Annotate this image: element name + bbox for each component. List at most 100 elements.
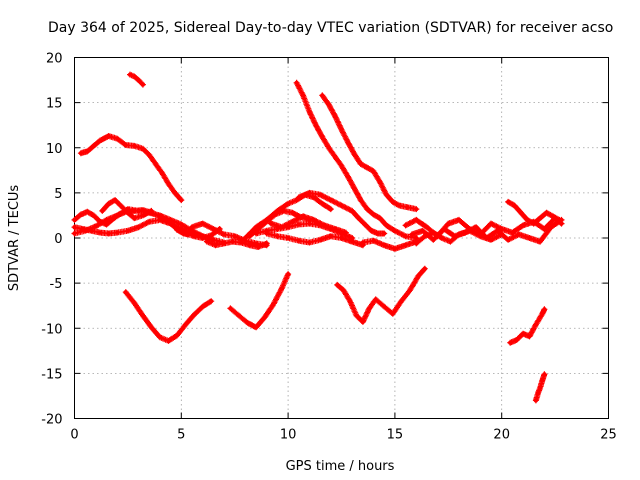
data-point: [262, 315, 267, 320]
data-point: [403, 233, 408, 239]
data-point: [392, 228, 398, 233]
data-point: [473, 224, 479, 230]
data-point: [209, 233, 214, 238]
data-point: [328, 206, 334, 212]
data-point: [127, 72, 133, 77]
data-point: [296, 238, 301, 243]
data-point: [179, 222, 184, 227]
data-point: [431, 237, 436, 243]
data-point: [236, 313, 242, 318]
data-point: [335, 282, 340, 288]
y-tick-label: 0: [54, 232, 62, 247]
data-point: [548, 224, 554, 230]
data-point: [439, 235, 445, 241]
data-point: [174, 333, 180, 338]
data-point: [136, 77, 141, 83]
data-point: [115, 230, 120, 235]
data-point: [510, 230, 515, 235]
data-series: [71, 71, 565, 404]
data-point: [255, 244, 261, 250]
x-tick-label: 5: [177, 428, 185, 443]
data-point: [91, 213, 96, 218]
data-point: [104, 217, 109, 223]
data-point: [204, 239, 210, 244]
data-point: [478, 233, 483, 239]
data-point: [125, 210, 131, 215]
data-point: [270, 302, 276, 307]
data-point: [431, 230, 436, 235]
data-point: [535, 391, 541, 396]
data-point: [232, 233, 237, 239]
data-point: [243, 235, 248, 241]
series-arc15: [263, 230, 366, 249]
data-point: [72, 231, 77, 236]
data-point: [172, 190, 178, 196]
series-arc17: [295, 189, 388, 237]
data-point: [358, 161, 363, 167]
series-arc4: [99, 197, 155, 222]
data-point: [112, 197, 118, 203]
data-point: [416, 273, 421, 279]
data-point: [191, 312, 197, 317]
data-point: [354, 313, 359, 318]
data-point: [467, 228, 472, 233]
data-point: [542, 226, 547, 232]
data-point: [78, 212, 84, 217]
data-point: [211, 226, 216, 232]
data-point: [253, 231, 259, 236]
data-point: [349, 239, 355, 244]
data-point: [279, 224, 284, 230]
data-point: [520, 331, 526, 336]
series-arc16: [268, 213, 349, 236]
data-point: [514, 337, 519, 343]
data-point: [136, 208, 141, 214]
y-tick-label: 10: [46, 142, 63, 157]
data-point: [537, 385, 543, 391]
data-point: [300, 214, 306, 219]
data-point: [140, 146, 146, 151]
data-point: [540, 311, 545, 317]
data-point: [377, 215, 383, 221]
data-point: [85, 149, 90, 154]
data-point: [100, 208, 105, 214]
data-point: [268, 221, 274, 226]
data-point: [339, 235, 344, 241]
data-point: [456, 232, 462, 237]
series-arc11: [227, 271, 292, 331]
data-point: [93, 224, 99, 229]
data-point: [183, 322, 188, 327]
data-point: [106, 201, 111, 206]
series-arc20: [334, 265, 428, 325]
data-point: [446, 221, 451, 226]
data-point: [153, 161, 158, 167]
data-point: [307, 221, 312, 226]
data-point: [285, 201, 291, 206]
data-point: [72, 224, 77, 230]
data-point: [140, 313, 146, 318]
data-point: [520, 223, 526, 228]
data-point: [420, 228, 425, 233]
data-point: [97, 138, 103, 143]
data-point: [516, 232, 521, 237]
data-point: [91, 143, 96, 149]
data-point: [281, 208, 287, 214]
y-tick-label: -10: [41, 322, 62, 337]
y-tick-label: -20: [41, 413, 62, 428]
data-point: [540, 378, 545, 383]
data-point: [123, 142, 128, 148]
data-point: [132, 215, 137, 221]
data-point: [296, 222, 301, 227]
data-point: [317, 237, 323, 243]
data-point: [238, 240, 244, 245]
data-point: [488, 237, 494, 243]
series-arc7: [122, 289, 215, 344]
data-point: [345, 140, 351, 145]
data-point: [405, 205, 410, 210]
data-point: [384, 223, 389, 228]
data-point: [527, 334, 532, 339]
data-point: [537, 239, 543, 244]
data-point: [290, 210, 295, 215]
data-point: [369, 228, 374, 233]
data-point: [339, 127, 344, 132]
